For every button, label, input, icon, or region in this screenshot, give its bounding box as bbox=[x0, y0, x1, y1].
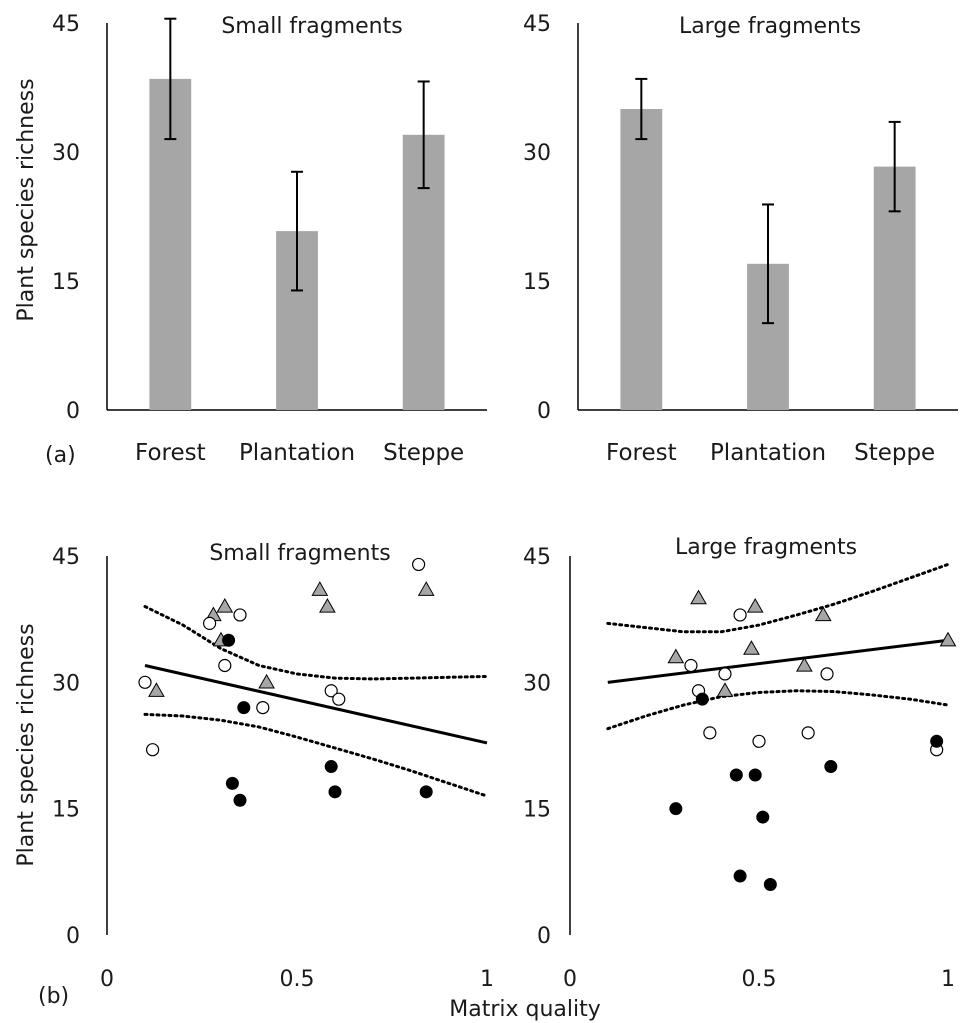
point-open-circle bbox=[324, 684, 338, 698]
category-label: Steppe bbox=[383, 440, 464, 466]
y-axis-label-bottom: Plant species richness bbox=[14, 623, 39, 866]
y-tick-label: 30 bbox=[52, 141, 80, 166]
scatter-chart-small-fragments: 0 15 30 45 Small fragments 0 0.5 1 bbox=[52, 541, 494, 992]
y-tick-label: 15 bbox=[523, 798, 551, 823]
y-tick-label: 30 bbox=[523, 671, 551, 696]
bar-forest bbox=[620, 109, 663, 410]
point-triangle bbox=[311, 581, 329, 596]
ci-lower-curve bbox=[606, 689, 950, 731]
point-filled-circle bbox=[419, 785, 433, 799]
point-open-circle bbox=[718, 667, 732, 681]
point-open-circle bbox=[233, 608, 247, 622]
point-filled-circle bbox=[756, 810, 770, 824]
point-triangle bbox=[148, 682, 165, 697]
point-triangle bbox=[743, 640, 760, 655]
y-tick-label: 0 bbox=[66, 924, 80, 949]
point-filled-circle bbox=[733, 869, 747, 883]
point-filled-circle bbox=[328, 785, 342, 799]
x-tick-label: 0.5 bbox=[742, 967, 777, 992]
x-axis-label-bottom: Matrix quality bbox=[449, 997, 601, 1022]
point-open-circle bbox=[412, 557, 426, 572]
chart-title: Large fragments bbox=[675, 535, 857, 560]
point-filled-circle bbox=[729, 768, 743, 782]
ci-upper-curve bbox=[606, 562, 950, 634]
x-tick-label: 1 bbox=[941, 967, 955, 992]
chart-title: Large fragments bbox=[679, 14, 861, 39]
point-filled-circle bbox=[824, 760, 838, 774]
point-open-circle bbox=[146, 743, 160, 757]
y-tick-label: 15 bbox=[52, 798, 80, 823]
y-tick-label: 15 bbox=[52, 270, 80, 295]
point-filled-circle bbox=[669, 802, 683, 816]
point-open-circle bbox=[256, 700, 270, 715]
point-filled-circle bbox=[930, 734, 944, 748]
point-filled-circle bbox=[695, 692, 709, 706]
point-triangle bbox=[814, 606, 832, 622]
point-triangle bbox=[746, 598, 764, 613]
category-label: Forest bbox=[606, 440, 677, 466]
bar-chart-large-fragments: 0 15 30 45 Large fragments Forest Plantation St… bbox=[523, 12, 958, 466]
x-tick-label: 0 bbox=[100, 967, 114, 992]
point-open-circle bbox=[203, 616, 217, 630]
y-tick-label: 0 bbox=[66, 399, 80, 424]
y-tick-label: 15 bbox=[523, 270, 551, 295]
y-axis-label-top: Plant species richness bbox=[14, 78, 39, 321]
bar-chart-small-fragments: 0 15 30 45 Small fragments Forest Plantation St… bbox=[52, 12, 487, 466]
category-label: Plantation bbox=[710, 440, 826, 466]
x-tick-label: 1 bbox=[480, 967, 494, 992]
point-triangle bbox=[417, 581, 435, 596]
point-triangle bbox=[258, 673, 275, 689]
point-filled-circle bbox=[237, 701, 251, 715]
point-triangle bbox=[716, 682, 734, 697]
point-filled-circle bbox=[222, 633, 236, 647]
ci-lower-curve bbox=[143, 712, 489, 798]
ci-upper-curve bbox=[143, 605, 489, 681]
point-triangle bbox=[216, 598, 234, 613]
point-open-circle bbox=[752, 734, 766, 748]
scatter-chart-large-fragments: 0 15 30 45 Large fragments 0 0.5 1 bbox=[523, 535, 957, 992]
y-tick-label: 30 bbox=[523, 141, 551, 166]
point-open-circle bbox=[801, 726, 815, 740]
point-open-circle bbox=[733, 608, 747, 622]
x-tick-label: 0 bbox=[563, 967, 577, 992]
category-label: Steppe bbox=[854, 440, 935, 466]
x-tick-label: 0.5 bbox=[280, 967, 315, 992]
chart-title: Small fragments bbox=[221, 14, 402, 39]
category-label: Forest bbox=[135, 440, 206, 466]
y-tick-label: 45 bbox=[523, 545, 551, 570]
point-open-circle bbox=[684, 658, 698, 673]
chart-title: Small fragments bbox=[209, 541, 390, 566]
point-filled-circle bbox=[225, 776, 239, 790]
y-tick-label: 0 bbox=[537, 924, 551, 949]
point-filled-circle bbox=[233, 793, 247, 807]
y-tick-label: 45 bbox=[52, 12, 80, 37]
point-open-circle bbox=[138, 675, 152, 689]
panel-label-a: (a) bbox=[45, 443, 76, 468]
point-triangle bbox=[795, 656, 813, 672]
regression-line bbox=[607, 638, 949, 684]
point-filled-circle bbox=[324, 760, 338, 774]
point-open-circle bbox=[703, 726, 717, 740]
point-open-circle bbox=[332, 692, 346, 706]
category-label: Plantation bbox=[239, 440, 355, 466]
point-triangle bbox=[319, 598, 336, 613]
point-triangle bbox=[690, 589, 707, 605]
panel-label-b: (b) bbox=[38, 984, 69, 1009]
y-tick-label: 45 bbox=[52, 545, 80, 570]
point-open-circle bbox=[820, 667, 834, 681]
y-tick-label: 0 bbox=[537, 399, 551, 424]
y-tick-label: 30 bbox=[52, 671, 80, 696]
point-filled-circle bbox=[763, 877, 777, 891]
regression-line bbox=[144, 664, 488, 745]
point-open-circle bbox=[218, 658, 232, 673]
y-tick-label: 45 bbox=[523, 12, 551, 37]
point-filled-circle bbox=[748, 768, 762, 782]
point-triangle bbox=[939, 631, 957, 647]
point-triangle bbox=[667, 648, 685, 664]
